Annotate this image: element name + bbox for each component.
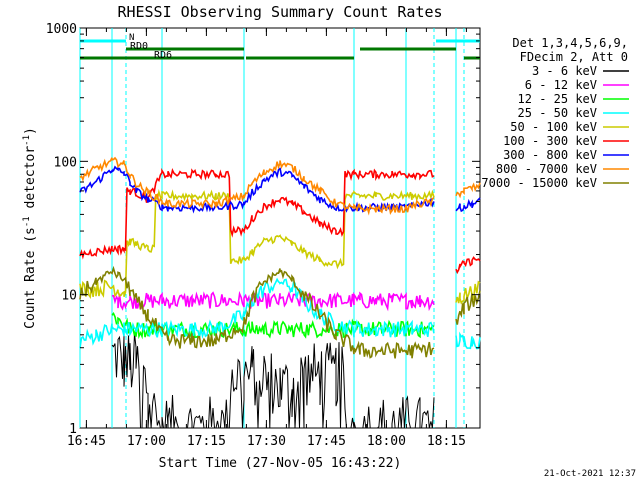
series-line-8-part-0 <box>79 265 435 359</box>
y-tick-label-3: 1000 <box>46 22 77 37</box>
series-line-0-part-0 <box>111 332 435 429</box>
vertical-markers <box>79 28 465 428</box>
y-tick-label-1: 10 <box>61 289 77 304</box>
series-line-3-part-0 <box>79 277 435 349</box>
x-tick-label-1: 17:00 <box>127 434 166 449</box>
x-tick-label-6: 18:15 <box>427 434 466 449</box>
y-axis-label-main: Count Rate (s <box>23 227 38 329</box>
series-line-3-part-1 <box>455 331 481 350</box>
series-line-5-part-0 <box>79 167 435 260</box>
legend-header-line-2: FDecim 2, Att 0 <box>520 50 628 64</box>
legend-label-6: 300 - 800 keV <box>503 148 597 162</box>
chart-title: RHESSI Observing Summary Count Rates <box>117 3 442 21</box>
y-axis-label-sup1: -1 <box>22 216 32 227</box>
series-line-6-part-0 <box>79 165 435 214</box>
y-axis-label-sup2: -1 <box>22 135 32 146</box>
y-tick-label-2: 100 <box>54 155 77 170</box>
series-line-5-part-1 <box>455 256 481 275</box>
axis-ticks: 1 10 100 1000 16:45 17:00 17:15 17:30 17:45 18:00… <box>46 22 480 449</box>
x-tick-label-0: 16:45 <box>67 434 106 449</box>
x-tick-label-5: 18:00 <box>367 434 406 449</box>
legend-label-8: 7000 - 15000 keV <box>481 176 597 190</box>
series-line-4-part-1 <box>455 280 481 305</box>
x-tick-label-2: 17:15 <box>187 434 226 449</box>
series-line-7-part-0 <box>79 156 435 216</box>
legend: Det 1,3,4,5,6,9, FDecim 2, Att 0 3 - 6 k… <box>481 36 629 190</box>
flag-label-rd0: RD0 <box>130 41 148 52</box>
legend-label-2: 12 - 25 keV <box>518 92 597 106</box>
series-line-6-part-1 <box>455 197 481 213</box>
series-line-8-part-1 <box>455 290 481 325</box>
legend-label-5: 100 - 300 keV <box>503 134 597 148</box>
series-line-4-part-0 <box>79 188 435 299</box>
series-line-2-part-0 <box>111 312 435 340</box>
timestamp: 21-Oct-2021 12:37 <box>544 469 636 479</box>
legend-header-line-1: Det 1,3,4,5,6,9, <box>512 36 628 50</box>
y-axis-label: Count Rate (s-1 detector-1) <box>22 127 38 329</box>
legend-label-7: 800 - 7000 keV <box>496 162 597 176</box>
legend-label-4: 50 - 100 keV <box>510 120 597 134</box>
flag-label-n: N <box>129 33 134 43</box>
series-line-1-part-0 <box>111 290 435 312</box>
x-tick-label-4: 17:45 <box>307 434 346 449</box>
series-group <box>79 156 481 429</box>
y-axis-label-mid: detector <box>23 146 38 217</box>
legend-label-1: 6 - 12 keV <box>525 78 597 92</box>
legend-label-0: 3 - 6 keV <box>532 64 597 78</box>
y-axis-label-end: ) <box>23 127 38 135</box>
series-line-7-part-1 <box>455 182 481 199</box>
x-tick-label-3: 17:30 <box>247 434 286 449</box>
flag-label-rd6: RD6 <box>154 50 172 61</box>
x-axis-label: Start Time (27-Nov-05 16:43:22) <box>159 456 402 471</box>
legend-label-3: 25 - 50 keV <box>518 106 597 120</box>
y-tick-label-0: 1 <box>69 422 77 437</box>
